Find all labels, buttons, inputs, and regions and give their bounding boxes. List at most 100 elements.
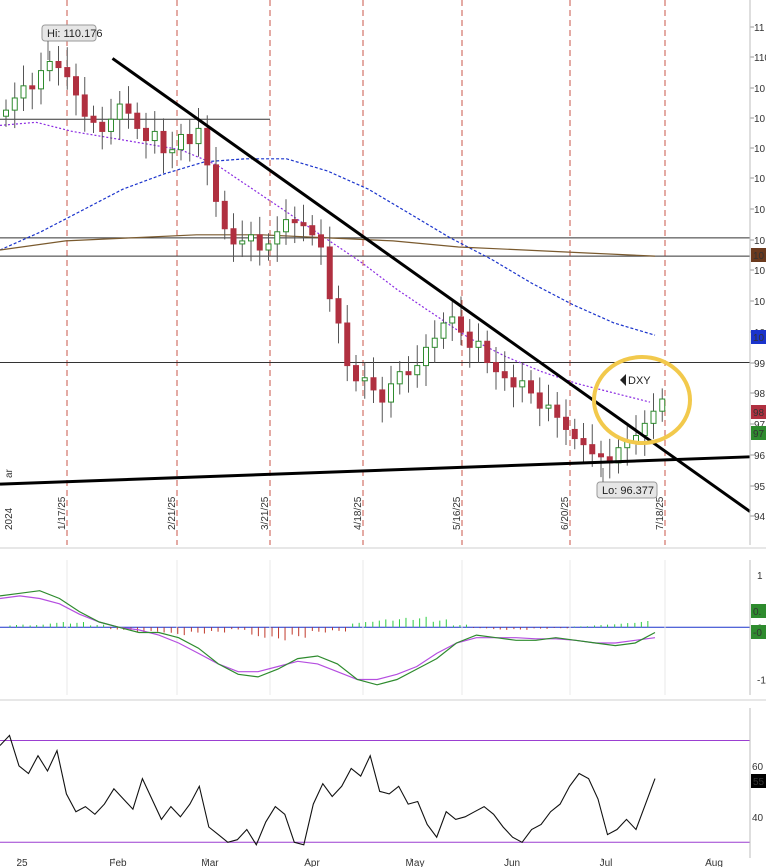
price-axis-label: 10 [754, 114, 766, 125]
date-marker-label: 3/21/25 [260, 496, 271, 530]
candle-body [361, 377, 368, 382]
candle-body [353, 365, 359, 382]
price-axis-label: 98 [754, 389, 766, 400]
high-callout [41, 24, 97, 42]
price-axis: 1111010101010101010101099989796959410109… [750, 23, 766, 523]
candle-body [125, 103, 132, 114]
moving-average-lines [0, 121, 656, 403]
macd-grid [0, 560, 750, 695]
candle-body [291, 219, 298, 224]
candle-body [528, 380, 534, 394]
candle-body [318, 234, 324, 248]
candle-body [589, 444, 596, 455]
macd-badge [751, 604, 766, 618]
candle-body [256, 234, 263, 251]
candle-body [213, 164, 219, 202]
low-callout [596, 481, 658, 499]
candle-body [55, 60, 62, 69]
candle-body [239, 240, 246, 245]
price-axis-label: 10 [754, 205, 766, 216]
macd-axis-label: -1 [757, 676, 766, 687]
macd-axis-label: 1 [757, 571, 763, 582]
date-marker-label: 5/16/25 [452, 496, 463, 530]
price-badge-label: 97 [753, 429, 765, 440]
candle-body [501, 371, 508, 379]
rsi-line [0, 734, 656, 846]
candle-body [650, 410, 657, 424]
price-badge-label: 10 [753, 251, 765, 262]
candle-body [38, 70, 44, 90]
candle-body [510, 377, 517, 388]
candle-body [11, 97, 18, 111]
candle-body [379, 389, 386, 403]
candle-body [519, 380, 526, 388]
macd-panel: 10-10.-0 [0, 560, 766, 695]
price-badge-label: 98 [753, 408, 765, 419]
high-label: Hi: 110.176 [47, 28, 102, 40]
candle-body [90, 115, 97, 123]
price-axis-label: 10 [754, 84, 766, 95]
candle-body [370, 377, 377, 391]
price-axis-label: 10 [754, 144, 766, 155]
price-badge [751, 426, 766, 440]
month-label: 25 [16, 858, 28, 867]
candle-body [283, 219, 289, 233]
price-axis-label: 10 [754, 266, 766, 277]
candle-body [563, 416, 569, 430]
candle-body [221, 200, 228, 230]
candle-body [388, 383, 394, 403]
macd-axis: 10-10.-0 [751, 571, 766, 687]
low-label: Lo: 96.377 [602, 485, 654, 497]
candle-body [108, 118, 114, 132]
candle-body [29, 85, 36, 90]
rsi-badge-label: 55 [753, 777, 765, 788]
candle-body [484, 340, 491, 364]
candle-body [475, 340, 482, 348]
candle-body [545, 404, 552, 409]
candle-body [659, 398, 666, 412]
candle-body [20, 85, 27, 99]
candle-body [99, 121, 106, 132]
trendline [0, 455, 751, 486]
candle-body [536, 392, 543, 409]
price-badge [751, 248, 766, 262]
candle-body [554, 404, 561, 418]
candle-body [73, 76, 79, 96]
candle-body [335, 298, 342, 324]
month-label: Jun [504, 858, 520, 867]
candle-body [230, 228, 237, 245]
price-badge-label: 10 [753, 333, 765, 344]
trendline [111, 57, 751, 513]
price-axis-label: 10 [754, 297, 766, 308]
year-label-suffix: ar [4, 468, 15, 478]
candle-body [344, 322, 351, 367]
price-panel: 1/17/25 2/21/25 3/21/25 4/18/25 5/16/25 6/20/… [0, 0, 766, 545]
candle-body [248, 234, 254, 242]
candle-body [414, 365, 421, 376]
macd-line [0, 590, 656, 686]
price-axis-label: 97 [754, 420, 766, 431]
candle-body [458, 316, 464, 333]
price-date-markers: 1/17/25 2/21/25 3/21/25 4/18/25 5/16/25 6/20/… [4, 0, 666, 545]
month-label: May [406, 858, 425, 867]
rsi-axis: 60 40 55 [751, 762, 766, 824]
month-label: Jul [600, 858, 613, 867]
candle-body [116, 103, 123, 120]
candle-body [265, 243, 272, 251]
price-axis-label: 10 [754, 174, 766, 185]
price-badge [751, 405, 766, 419]
year-label: 2024 [4, 507, 15, 530]
symbol-marker-icon [620, 374, 626, 386]
price-badge [751, 330, 766, 344]
candlesticks [3, 45, 666, 479]
rsi-badge [751, 774, 766, 788]
symbol-label: DXY [628, 375, 651, 387]
candle-body [396, 371, 403, 385]
candle-body [178, 133, 184, 151]
trendlines [0, 57, 751, 513]
candle-body [134, 112, 141, 129]
candle-body [160, 130, 167, 154]
moving-average-line [0, 234, 656, 257]
